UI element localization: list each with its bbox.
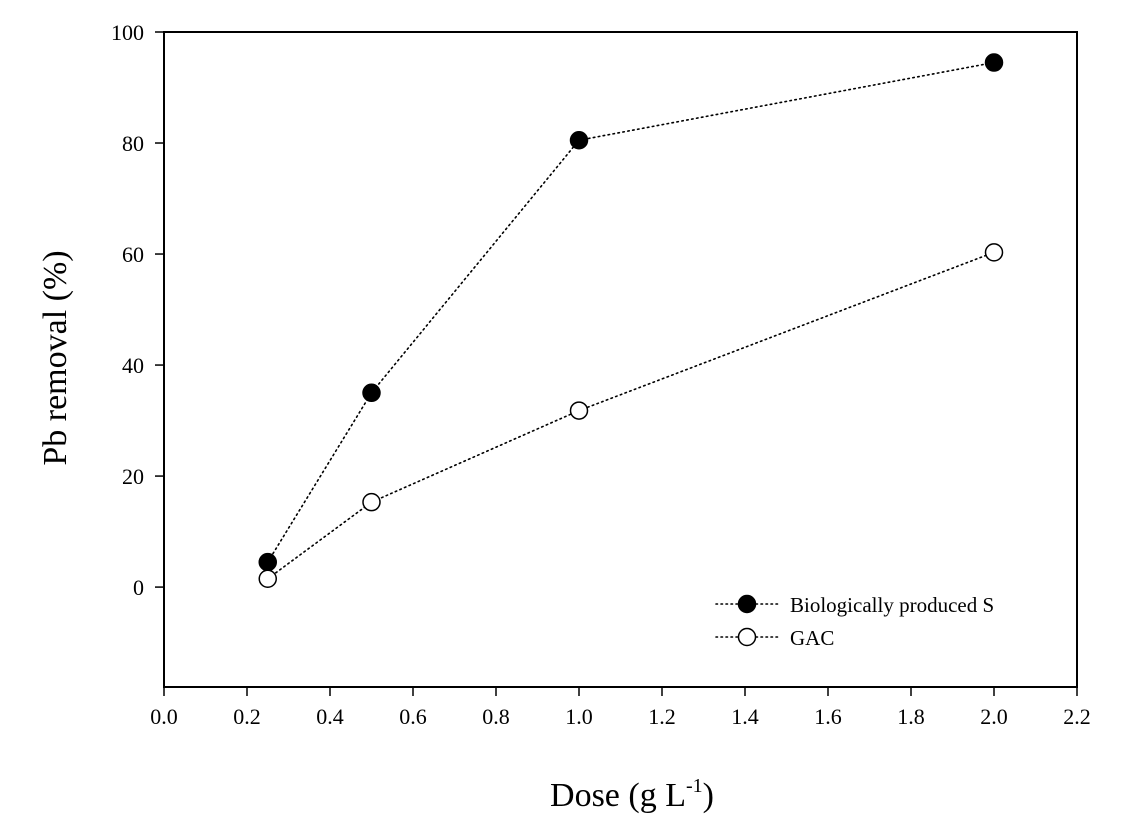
data-point-series-1 [258, 552, 277, 572]
legend-marker-1 [737, 594, 757, 614]
data-point-series-2 [258, 569, 277, 589]
x-tick-label: 0.2 [233, 704, 261, 729]
x-axis-title-close: ) [703, 777, 714, 814]
data-point-series-1 [569, 130, 589, 150]
x-tick-label: 0.4 [316, 704, 344, 729]
y-tick-label: 60 [122, 242, 144, 267]
x-axis-ticks: 0.0 0.2 0.4 0.6 0.8 1.0 1.2 1.4 1.6 1.8 2.0 2.2 [150, 687, 1091, 729]
x-tick-label: 1.2 [648, 704, 676, 729]
x-tick-label: 2.0 [980, 704, 1008, 729]
y-tick-label: 40 [122, 353, 144, 378]
series-layer [258, 53, 1004, 589]
x-tick-label: 2.2 [1063, 704, 1091, 729]
legend-label-1: Biologically produced S [790, 593, 994, 617]
y-axis-ticks: 0 20 40 60 80 100 [111, 20, 164, 600]
plot-frame [163, 31, 1078, 688]
y-tick-label: 0 [133, 575, 144, 600]
y-axis-title: Pb removal (%) [37, 250, 74, 465]
x-axis-title-superscript: -1 [686, 775, 703, 797]
legend-label-2: GAC [790, 626, 834, 650]
x-tick-label: 0.8 [482, 704, 510, 729]
x-axis-title-main: Dose (g L [550, 777, 686, 814]
data-point-series-2 [362, 492, 381, 512]
legend: Biologically produced S GAC [715, 593, 994, 650]
data-point-series-2 [569, 401, 589, 420]
series-line-2 [266, 251, 995, 580]
y-tick-label: 80 [122, 131, 144, 156]
data-point-series-2 [984, 243, 1004, 262]
y-tick-label: 100 [111, 20, 144, 45]
x-tick-label: 1.0 [565, 704, 593, 729]
x-tick-label: 0.6 [399, 704, 427, 729]
x-tick-label: 0.0 [150, 704, 178, 729]
data-point-series-1 [362, 383, 381, 403]
y-tick-label: 20 [122, 464, 144, 489]
series-line-1 [266, 61, 995, 563]
data-point-series-1 [984, 53, 1004, 72]
x-tick-label: 1.8 [897, 704, 925, 729]
legend-marker-2 [737, 627, 757, 647]
x-tick-label: 1.4 [731, 704, 759, 729]
x-tick-label: 1.6 [814, 704, 842, 729]
x-axis-title: Dose (g L-1) [550, 775, 714, 814]
